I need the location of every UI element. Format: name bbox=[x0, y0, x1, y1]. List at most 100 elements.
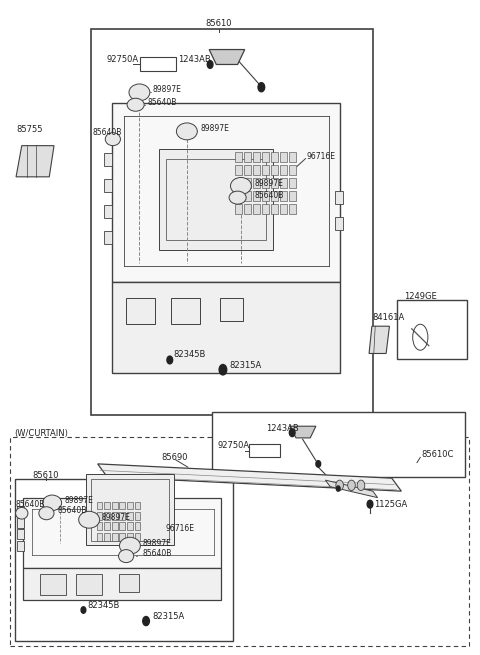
Bar bbox=[127, 502, 133, 510]
Circle shape bbox=[336, 486, 340, 491]
Ellipse shape bbox=[127, 98, 144, 111]
Bar bbox=[167, 159, 266, 240]
Text: 1125GA: 1125GA bbox=[374, 500, 407, 509]
Text: 96716E: 96716E bbox=[165, 525, 194, 533]
Bar bbox=[112, 512, 118, 519]
Bar bbox=[244, 165, 251, 175]
Text: 85640B: 85640B bbox=[254, 191, 284, 200]
Circle shape bbox=[357, 480, 365, 491]
Bar bbox=[76, 574, 102, 595]
Text: 85640B: 85640B bbox=[57, 506, 87, 515]
Polygon shape bbox=[112, 282, 340, 373]
Bar bbox=[104, 533, 110, 540]
Bar bbox=[135, 522, 140, 530]
Bar bbox=[127, 512, 133, 519]
Bar bbox=[140, 57, 176, 71]
Ellipse shape bbox=[39, 507, 54, 519]
Bar bbox=[235, 204, 242, 214]
Text: 85755: 85755 bbox=[16, 125, 43, 134]
Bar bbox=[235, 178, 242, 188]
Bar bbox=[253, 178, 260, 188]
Bar bbox=[335, 191, 343, 204]
Bar bbox=[96, 533, 102, 540]
Bar bbox=[96, 512, 102, 519]
Ellipse shape bbox=[129, 84, 150, 101]
Ellipse shape bbox=[177, 123, 197, 140]
Polygon shape bbox=[112, 103, 340, 282]
Text: 82345B: 82345B bbox=[174, 350, 206, 360]
Bar bbox=[91, 479, 169, 540]
Bar bbox=[271, 191, 278, 201]
Text: 1243AB: 1243AB bbox=[179, 56, 211, 64]
Circle shape bbox=[316, 460, 321, 467]
Circle shape bbox=[367, 500, 373, 508]
Text: 89897E: 89897E bbox=[254, 179, 283, 188]
Bar bbox=[104, 231, 112, 244]
Text: 85640B: 85640B bbox=[93, 128, 122, 137]
Bar bbox=[262, 191, 269, 201]
Bar bbox=[127, 522, 133, 530]
Circle shape bbox=[336, 480, 343, 491]
Circle shape bbox=[348, 480, 355, 491]
Bar bbox=[280, 165, 287, 175]
Text: 85610C: 85610C bbox=[421, 449, 454, 458]
Bar bbox=[135, 502, 140, 510]
Circle shape bbox=[207, 60, 213, 68]
Bar bbox=[271, 165, 278, 175]
Bar bbox=[126, 298, 155, 324]
Circle shape bbox=[81, 607, 86, 613]
Bar bbox=[335, 217, 343, 230]
Ellipse shape bbox=[15, 508, 28, 519]
Bar bbox=[135, 512, 140, 519]
Text: 82315A: 82315A bbox=[153, 612, 185, 621]
Bar bbox=[40, 574, 66, 595]
Bar bbox=[253, 204, 260, 214]
Ellipse shape bbox=[120, 537, 140, 554]
Bar bbox=[135, 533, 140, 540]
Polygon shape bbox=[209, 50, 245, 64]
Bar bbox=[289, 152, 296, 162]
Bar bbox=[91, 29, 373, 415]
Bar bbox=[289, 165, 296, 175]
Bar bbox=[280, 204, 287, 214]
Text: (W/CURTAIN): (W/CURTAIN) bbox=[14, 429, 69, 438]
Bar bbox=[235, 191, 242, 201]
Bar bbox=[120, 512, 125, 519]
Text: 89897E: 89897E bbox=[101, 513, 131, 521]
Bar bbox=[119, 574, 139, 593]
Ellipse shape bbox=[79, 512, 99, 528]
Bar bbox=[289, 204, 296, 214]
Bar bbox=[262, 165, 269, 175]
Text: 82315A: 82315A bbox=[229, 361, 262, 369]
Bar bbox=[235, 152, 242, 162]
Circle shape bbox=[289, 429, 295, 437]
Polygon shape bbox=[23, 498, 221, 568]
Bar bbox=[104, 522, 110, 530]
Text: 85640B: 85640B bbox=[147, 98, 177, 107]
Bar bbox=[289, 191, 296, 201]
Bar bbox=[104, 179, 112, 193]
Bar bbox=[120, 502, 125, 510]
Bar bbox=[127, 533, 133, 540]
Polygon shape bbox=[369, 326, 389, 354]
Text: 85640B: 85640B bbox=[143, 549, 172, 558]
Bar bbox=[104, 153, 112, 166]
Polygon shape bbox=[325, 480, 378, 498]
Text: 84161A: 84161A bbox=[372, 313, 404, 322]
Text: 89897E: 89897E bbox=[64, 496, 93, 505]
Text: 85610: 85610 bbox=[205, 19, 232, 28]
Text: 85690: 85690 bbox=[162, 453, 188, 462]
Polygon shape bbox=[16, 145, 54, 177]
Bar bbox=[104, 512, 110, 519]
Bar bbox=[212, 412, 466, 477]
Bar bbox=[262, 178, 269, 188]
Bar bbox=[244, 178, 251, 188]
Bar bbox=[250, 444, 280, 457]
Bar bbox=[253, 165, 260, 175]
Bar bbox=[244, 152, 251, 162]
Text: 92750A: 92750A bbox=[106, 56, 138, 64]
Bar bbox=[112, 533, 118, 540]
Bar bbox=[159, 149, 273, 250]
Polygon shape bbox=[23, 568, 221, 600]
Bar bbox=[244, 191, 251, 201]
